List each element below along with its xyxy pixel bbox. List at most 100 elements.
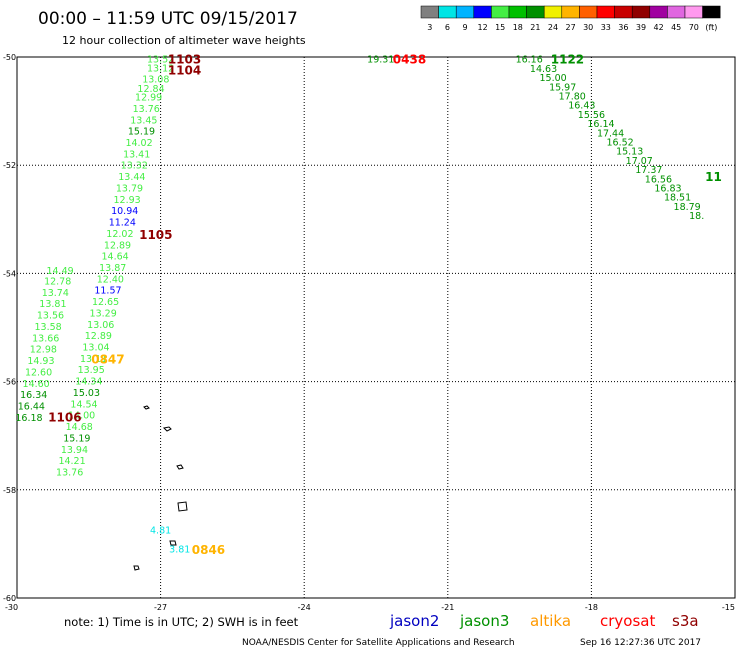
longitude-labels: -30 -27 -24 -21 -18 -15 [5,603,735,612]
legend-swatch [420,5,439,19]
wave-height-value: 16.83 [654,183,681,194]
wave-height-value: 13.06 [87,320,114,331]
wave-height-value: 16.43 [568,101,595,112]
legend-swatch [508,5,527,19]
wave-height-value: 12.84 [137,84,164,95]
wave-height-value: 12.98 [30,345,57,356]
wave-height-value: 15.13 [616,147,643,158]
page-title: 00:00 – 11:59 UTC 09/15/2017 [38,9,298,29]
wave-height-value: 15.19 [128,127,155,138]
island-outline [162,426,172,432]
wave-height-value: 18.51 [664,193,691,204]
longitude-label: -27 [154,603,167,612]
wave-height-value: 13.76 [56,467,83,478]
island-outline [143,405,150,410]
legend-value: 21 [530,23,540,32]
wave-height-value: 12.89 [85,331,112,342]
legend-swatch [631,5,651,19]
wave-height-value: 3.81 [169,544,190,555]
legend-value: 42 [654,23,664,32]
longitude-label: -30 [5,603,18,612]
legend-value: 36 [618,23,628,32]
wave-height-value: 17.44 [597,128,624,139]
wave-height-value: 15.56 [578,110,605,121]
wave-height-value: 14.93 [27,356,54,367]
legend-value: 39 [636,23,646,32]
wave-height-value: 14.02 [125,138,152,149]
longitude-label: -15 [722,603,735,612]
wave-height-value: 13.08 [142,75,169,86]
legend-swatch [526,5,545,19]
legend-value: 30 [583,23,593,32]
credit-text: NOAA/NESDIS Center for Satellite Applica… [242,638,515,648]
wave-height-value: 17.07 [626,156,653,167]
wave-height-value: 13.81 [39,299,66,310]
wave-height-value: 13.12 [147,63,174,74]
pass-time-label: 1105 [139,228,172,242]
legend-value: 9 [462,23,467,32]
wave-height-value: 12.40 [97,274,124,285]
wave-height-value: 16.44 [18,401,45,412]
wave-height-value: 14.54 [70,399,97,410]
wave-height-observations: 13.5213.1213.0812.8412.9913.7613.4515.19… [15,55,704,556]
wave-height-value: 15.00 [540,73,567,84]
wave-height-value: 13.45 [130,115,157,126]
satellite-name-cryosat: cryosat [600,612,655,630]
wave-height-value: 10.94 [111,206,138,217]
wave-height-value: 16.18 [15,413,42,424]
wave-height-value: 14.64 [102,252,129,263]
pass-time-label: 1122 [551,53,584,67]
wave-height-value: 12.60 [25,367,52,378]
legend-value: 70 [689,23,699,32]
wave-height-value: 13.04 [82,343,109,354]
legend-value: 12 [478,23,488,32]
page-subtitle: 12 hour collection of altimeter wave hei… [62,34,306,47]
wave-height-value: 15.97 [549,82,576,93]
wave-height-value: 12.89 [104,240,131,251]
pass-time-label: 1103 [168,53,201,67]
longitude-label: -21 [441,603,454,612]
color-legend: 3 6 9 12 15 18 21 24 27 30 33 36 39 42 45 70 (ft) [420,5,721,32]
satellite-name-jason3: jason3 [459,612,509,630]
pass-time-label: 0438 [393,53,426,67]
wave-height-value: 17.37 [635,165,662,176]
legend-swatch [684,5,703,19]
wave-height-value: 14.34 [75,377,102,388]
wave-height-value: 13.32 [121,161,148,172]
legend-value: 24 [548,23,558,32]
legend-swatch [649,5,668,19]
wave-height-value: 13.44 [118,172,145,183]
island-outline [133,565,140,571]
wave-height-value: 12.99 [135,93,162,104]
legend-value: 6 [445,23,450,32]
wave-height-value: 15.03 [73,388,100,399]
satellite-name-s3a: s3a [672,612,699,630]
legend-swatch [579,5,598,19]
wave-height-value: 13.74 [42,288,69,299]
legend-swatch [455,5,475,19]
wave-height-value: 14.60 [23,379,50,390]
legend-swatch [473,5,492,19]
wave-height-value: 12.65 [92,297,119,308]
latitude-label: -52 [3,161,16,170]
wave-height-value: 4.81 [150,525,171,536]
wave-height-value: 12.02 [106,229,133,240]
wave-height-value: 13.66 [32,333,59,344]
latitude-label: -54 [3,269,16,278]
latitude-label: -58 [3,486,16,495]
wave-height-value: 13.56 [37,311,64,322]
latitude-label: -50 [3,53,16,62]
wave-height-value: 12.93 [113,195,140,206]
wave-height-value: 13.94 [61,445,88,456]
latitude-label: -56 [3,378,16,387]
wave-height-value: 11.24 [109,218,136,229]
legend-swatch [702,5,721,19]
legend-value: 3 [427,23,432,32]
timestamp-text: Sep 16 12:27:36 UTC 2017 [580,638,701,648]
legend-swatch [667,5,686,19]
wave-height-value: 16.34 [20,390,47,401]
wave-height-value: 13.41 [123,149,150,160]
wave-height-value: 18.79 [674,202,701,213]
wave-height-value: 17.80 [559,91,586,102]
wave-height-value: 13.76 [133,104,160,115]
